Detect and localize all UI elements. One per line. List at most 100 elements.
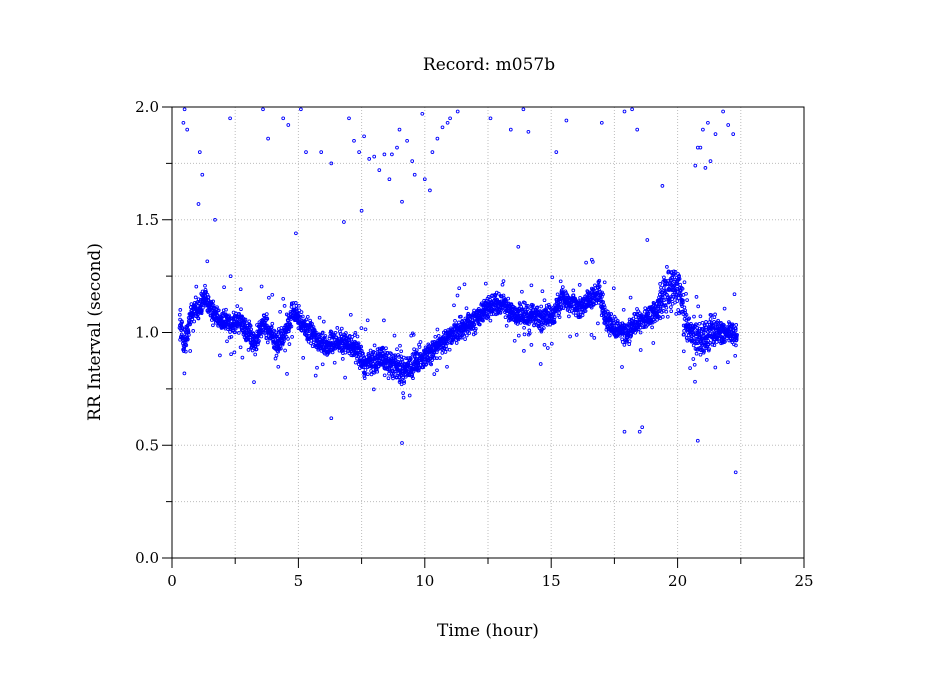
data-point — [382, 318, 386, 323]
data-point — [684, 313, 689, 317]
x-tick-labels: 0 5 10 15 20 25 — [167, 572, 813, 590]
data-point — [410, 372, 415, 377]
data-point — [194, 284, 199, 289]
data-point — [589, 333, 594, 337]
data-point — [692, 314, 696, 319]
data-point — [301, 356, 306, 360]
data-point — [430, 358, 434, 362]
data-point — [614, 334, 619, 339]
data-point — [713, 132, 718, 136]
data-point — [568, 334, 572, 339]
data-point — [734, 343, 738, 348]
data-point — [299, 107, 303, 112]
data-point — [290, 335, 294, 339]
data-point — [438, 356, 442, 360]
data-point — [625, 335, 630, 340]
data-point — [281, 296, 286, 301]
data-point — [669, 305, 673, 309]
data-point — [246, 348, 251, 352]
data-point — [243, 317, 248, 322]
data-point — [627, 342, 632, 347]
data-point — [265, 317, 270, 321]
data-point — [252, 380, 256, 384]
data-point — [299, 310, 304, 314]
data-point — [309, 341, 313, 346]
data-point — [434, 356, 439, 361]
data-point — [601, 292, 605, 297]
data-point — [457, 320, 461, 325]
data-point — [249, 327, 254, 332]
data-point — [310, 321, 314, 326]
data-point — [615, 319, 620, 323]
data-point — [452, 303, 456, 308]
data-point — [228, 274, 233, 279]
data-point — [362, 376, 367, 380]
data-point — [420, 111, 425, 116]
data-point — [232, 350, 237, 355]
x-tick-label: 10 — [415, 572, 434, 590]
data-point — [397, 127, 402, 132]
data-point — [197, 150, 202, 154]
data-point — [386, 351, 390, 355]
data-point — [281, 116, 286, 121]
data-point — [722, 306, 727, 311]
data-point — [520, 312, 525, 317]
data-point — [682, 305, 687, 310]
data-point — [339, 326, 344, 331]
data-point — [522, 325, 526, 330]
data-point — [622, 429, 627, 434]
data-point — [525, 307, 530, 312]
data-point — [560, 285, 565, 289]
data-point — [335, 326, 340, 330]
data-point — [708, 317, 713, 321]
data-point — [412, 172, 417, 177]
data-point — [185, 333, 189, 338]
data-point — [706, 334, 710, 338]
data-point — [552, 320, 557, 325]
data-point — [680, 286, 685, 291]
data-point — [638, 348, 643, 352]
data-point — [677, 277, 682, 281]
data-point — [700, 343, 705, 347]
data-point — [363, 368, 368, 372]
data-point — [261, 107, 265, 112]
data-point — [561, 292, 566, 297]
data-point — [599, 120, 604, 125]
data-point — [638, 330, 643, 335]
data-point — [188, 349, 193, 353]
data-point — [372, 343, 377, 348]
data-point — [395, 145, 399, 150]
data-point — [372, 154, 377, 159]
data-point — [319, 150, 324, 154]
data-point — [307, 331, 311, 336]
data-point — [238, 287, 243, 292]
data-point — [733, 353, 738, 358]
data-point — [401, 395, 406, 400]
data-point — [669, 279, 673, 283]
data-point — [455, 293, 460, 298]
data-point — [642, 325, 647, 329]
data-point — [199, 311, 204, 316]
data-point — [557, 311, 561, 316]
data-point — [592, 336, 597, 340]
data-point — [261, 330, 265, 335]
data-point — [435, 136, 440, 141]
data-point — [377, 168, 382, 172]
data-point — [463, 337, 467, 341]
data-point — [432, 350, 437, 354]
data-point — [527, 328, 532, 333]
data-point — [332, 360, 337, 365]
data-point — [734, 338, 739, 342]
data-point — [240, 355, 245, 360]
data-point — [266, 136, 270, 141]
data-point — [181, 120, 186, 125]
data-point — [675, 299, 680, 303]
data-point — [640, 425, 645, 430]
data-point — [707, 347, 711, 351]
data-point — [269, 325, 274, 329]
data-point — [211, 323, 215, 328]
data-point — [554, 150, 559, 154]
data-point — [578, 295, 582, 300]
data-point — [522, 332, 527, 337]
data-point — [440, 351, 445, 355]
